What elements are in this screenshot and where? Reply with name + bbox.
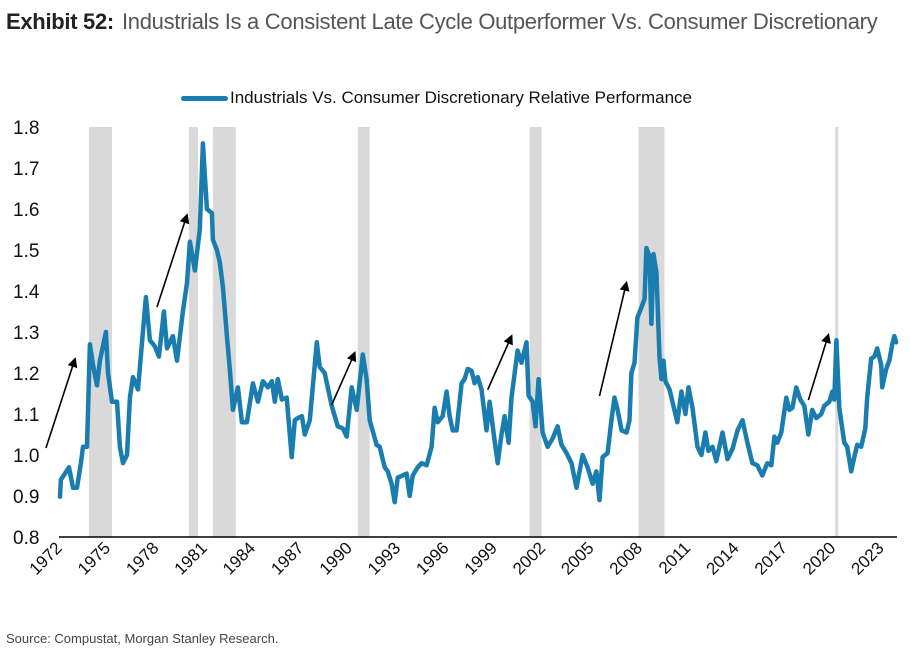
y-tick-label: 1.0 <box>13 446 39 467</box>
legend: Industrials Vs. Consumer Discretionary R… <box>181 88 692 108</box>
y-tick-label: 1.6 <box>13 200 39 221</box>
series-group <box>57 141 899 505</box>
annotation-arrow-4 <box>598 280 630 397</box>
x-tick-label: 2023 <box>848 538 888 578</box>
x-tick-label: 1996 <box>412 538 452 578</box>
chart-title: Exhibit 52: Industrials Is a Consistent L… <box>6 2 906 41</box>
x-tick-label: 2014 <box>702 538 742 578</box>
recession-band-4 <box>529 127 542 537</box>
y-tick-label: 1.1 <box>13 405 39 426</box>
x-axis: 1972 1975 1978 1981 1984 1987 1990 1993 1996 1999… <box>26 536 897 579</box>
y-tick-label: 1.2 <box>13 364 39 385</box>
x-tick-label: 2017 <box>751 538 791 578</box>
x-tick-label: 1975 <box>74 538 114 578</box>
x-tick-label: 1981 <box>171 538 211 578</box>
x-tick-label: 1993 <box>364 538 404 578</box>
recession-band-1 <box>188 127 198 537</box>
x-tick-label: 2005 <box>557 538 597 578</box>
y-tick-label: 0.9 <box>13 487 39 508</box>
recession-band-6 <box>835 127 839 537</box>
y-tick-label: 1.4 <box>13 282 40 303</box>
annotation-arrow-0 <box>45 357 78 449</box>
annotation-arrow-5 <box>807 332 831 401</box>
annotation-arrow-3 <box>486 334 513 391</box>
x-tick-label: 1987 <box>267 538 307 578</box>
exhibit-number: Exhibit 52: <box>6 9 114 34</box>
x-tick-label: 1978 <box>122 538 162 578</box>
x-tick-label: 2011 <box>655 538 694 577</box>
y-tick-label: 1.3 <box>13 323 39 344</box>
legend-line-swatch <box>181 95 228 101</box>
y-tick-label: 1.5 <box>13 241 39 262</box>
x-tick-label: 2008 <box>606 538 646 578</box>
y-tick-label: 1.7 <box>13 159 39 180</box>
legend-label: Industrials Vs. Consumer Discretionary R… <box>230 88 693 107</box>
title-text: Industrials Is a Consistent Late Cycle O… <box>121 9 878 34</box>
y-axis: 0.8 0.9 1.0 1.1 1.2 1.3 1.4 1.5 1.6 1.7 1.8 <box>13 118 40 549</box>
y-tick-label: 1.8 <box>13 118 39 139</box>
source-note: Source: Compustat, Morgan Stanley Resear… <box>6 631 279 646</box>
x-tick-label: 2002 <box>509 538 549 578</box>
x-tick-label: 2020 <box>799 538 839 578</box>
annotation-arrow-1 <box>156 213 190 308</box>
annotation-arrows <box>45 213 831 449</box>
x-tick-label: 1984 <box>219 538 259 578</box>
recession-band-0 <box>88 127 113 537</box>
x-tick-label: 1999 <box>461 538 501 578</box>
series-line-0 <box>57 141 899 505</box>
annotation-arrow-2 <box>330 351 357 406</box>
y-tick-label: 0.8 <box>13 528 39 549</box>
x-tick-label: 1990 <box>316 538 356 578</box>
recession-band-3 <box>357 127 370 537</box>
